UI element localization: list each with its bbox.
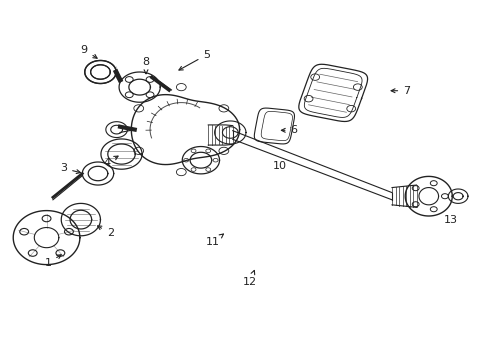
Text: 9: 9 (81, 45, 97, 58)
Text: 7: 7 (391, 86, 410, 96)
Text: 5: 5 (179, 50, 210, 70)
Text: 3: 3 (60, 163, 80, 174)
Text: 2: 2 (98, 226, 114, 238)
Text: 4: 4 (103, 156, 118, 168)
Text: 6: 6 (281, 125, 297, 135)
Text: 13: 13 (444, 215, 458, 225)
Text: 10: 10 (273, 161, 287, 171)
Text: 8: 8 (143, 57, 149, 74)
Text: 12: 12 (243, 270, 257, 287)
Text: 11: 11 (206, 234, 223, 247)
Text: 1: 1 (45, 255, 61, 268)
